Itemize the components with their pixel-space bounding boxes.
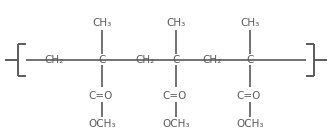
Text: CH₃: CH₃ xyxy=(240,18,260,28)
Text: C: C xyxy=(246,55,254,65)
Text: C=O: C=O xyxy=(236,91,261,101)
Text: CH₂: CH₂ xyxy=(203,55,222,65)
Text: C: C xyxy=(172,55,180,65)
Text: CH₂: CH₂ xyxy=(45,55,64,65)
Text: C=O: C=O xyxy=(88,91,113,101)
Text: C: C xyxy=(98,55,106,65)
Text: CH₃: CH₃ xyxy=(92,18,112,28)
Text: C=O: C=O xyxy=(162,91,187,101)
Text: OCH₃: OCH₃ xyxy=(88,119,116,129)
Text: OCH₃: OCH₃ xyxy=(236,119,264,129)
Text: CH₂: CH₂ xyxy=(135,55,154,65)
Text: CH₃: CH₃ xyxy=(166,18,186,28)
Text: OCH₃: OCH₃ xyxy=(162,119,190,129)
